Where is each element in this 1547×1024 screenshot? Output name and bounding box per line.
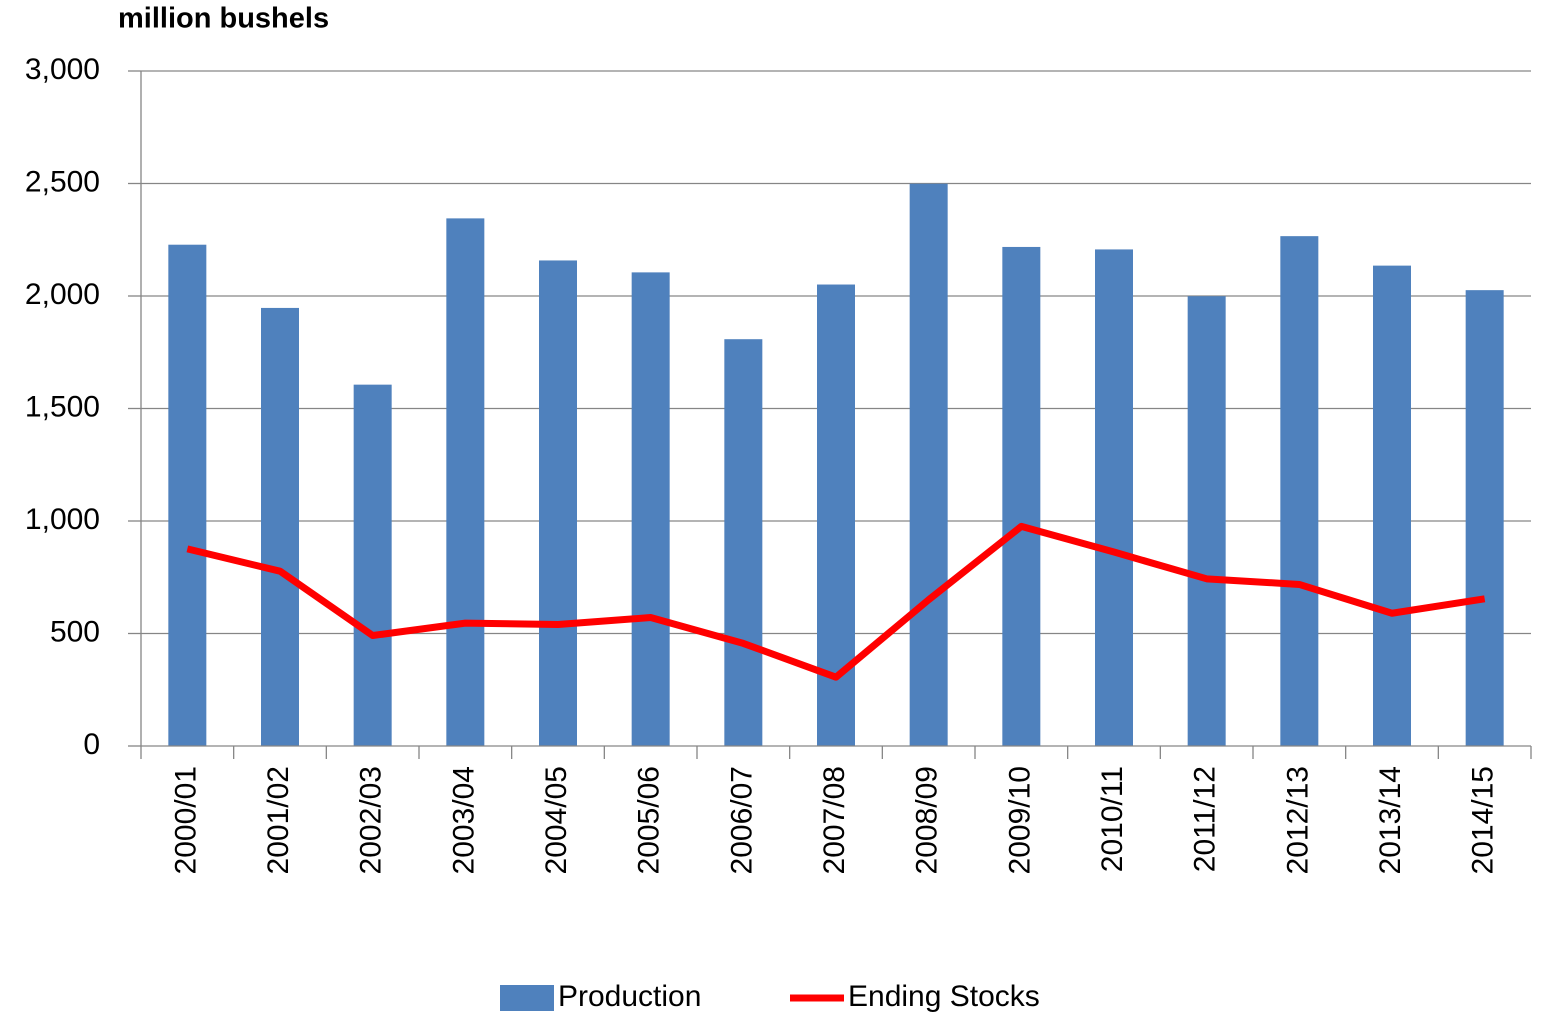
x-tick-label: 2009/10 (1003, 766, 1036, 874)
x-tick-label: 2012/13 (1281, 766, 1314, 874)
x-tick-label: 2005/06 (633, 766, 666, 874)
bar (631, 272, 670, 746)
bar (1280, 236, 1319, 746)
x-tick-label: 2004/05 (540, 766, 573, 874)
bar (353, 384, 392, 746)
bar (261, 307, 299, 746)
bar (1187, 296, 1226, 746)
y-tick-label: 3,000 (25, 53, 100, 86)
x-tick-label: 2006/07 (725, 766, 758, 874)
bar (1095, 249, 1133, 747)
bar (1465, 290, 1504, 746)
x-tick-label: 2007/08 (818, 766, 851, 874)
y-tick-label: 2,000 (25, 278, 100, 311)
bar (909, 183, 948, 747)
y-tick-label: 1,500 (25, 390, 100, 423)
line (186, 522, 1486, 681)
y-tick-label: 500 (50, 615, 100, 648)
x-tick-label: 2002/03 (355, 766, 388, 874)
legend-label: Ending Stocks (848, 980, 1040, 1013)
legend-swatch (500, 985, 554, 1011)
y-tick-label: 1,000 (25, 503, 100, 536)
bar (1373, 265, 1411, 746)
x-tick-label: 2000/01 (169, 766, 202, 874)
y-tick-label: 0 (83, 728, 100, 761)
bar (1002, 246, 1041, 746)
bar (446, 218, 485, 746)
y-axis-label: million bushels (118, 3, 329, 35)
bar (168, 244, 207, 746)
y-tick-label: 2,500 (25, 165, 100, 198)
x-tick-label: 2003/04 (447, 766, 480, 874)
x-tick-label: 2008/09 (911, 766, 944, 874)
bar (724, 339, 763, 746)
x-tick-label: 2001/02 (262, 766, 295, 874)
x-tick-label: 2011/12 (1189, 766, 1222, 872)
bar (539, 260, 577, 746)
x-tick-label: 2014/15 (1467, 766, 1500, 874)
x-tick-label: 2010/11 (1096, 766, 1129, 872)
legend-label: Production (558, 980, 701, 1013)
x-tick-label: 2013/14 (1374, 766, 1407, 874)
